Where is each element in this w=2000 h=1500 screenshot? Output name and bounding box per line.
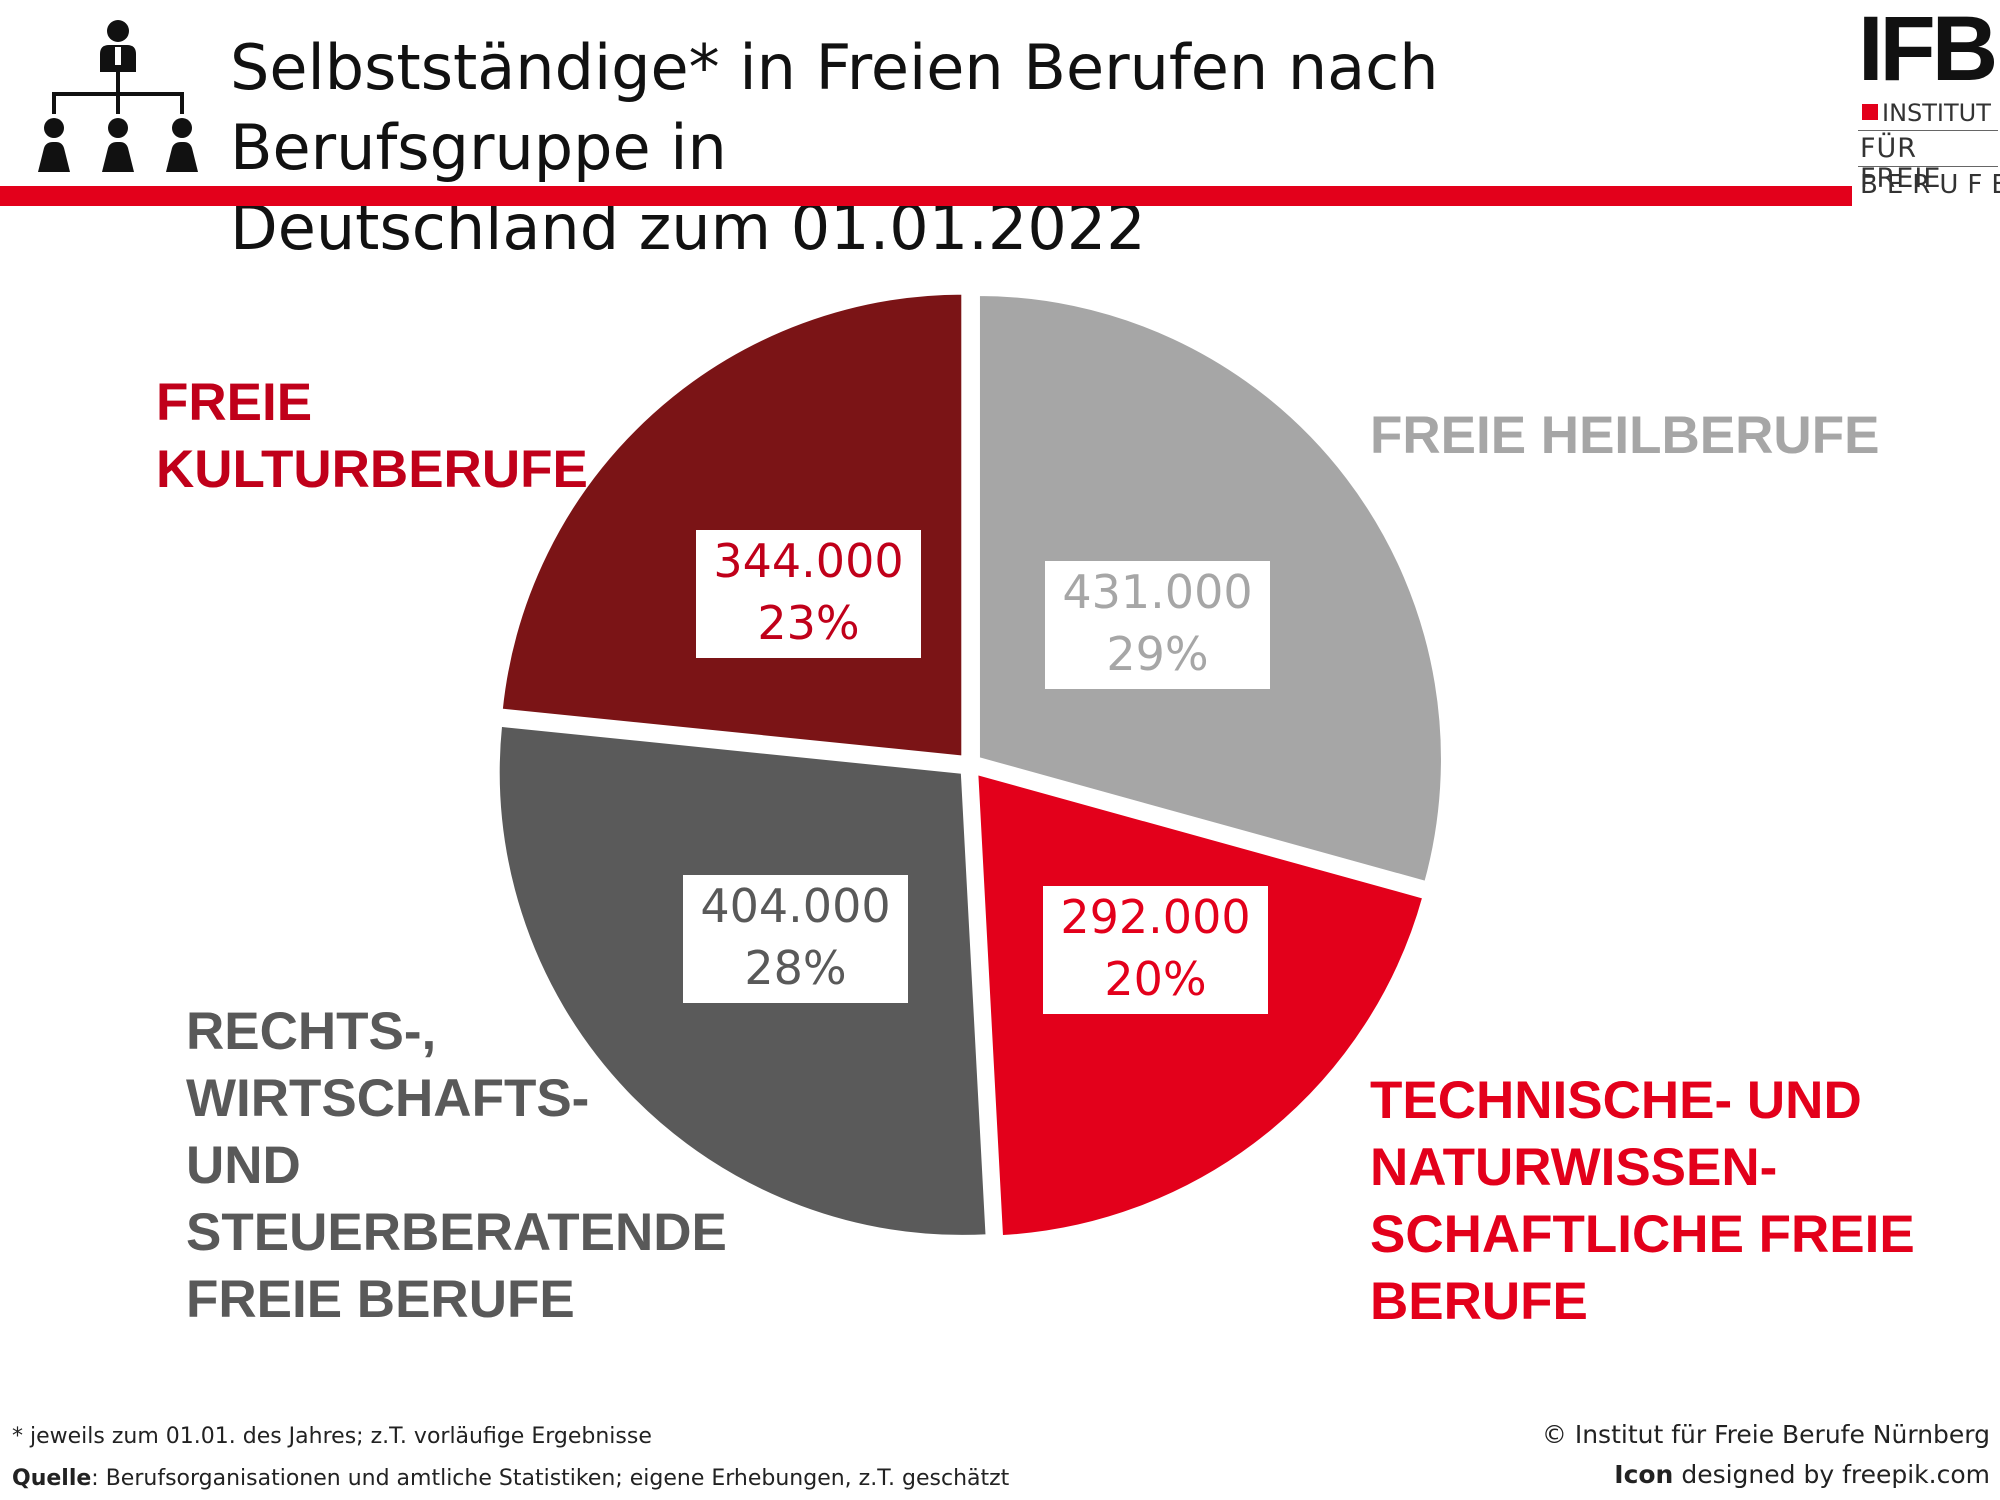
category-label-line: RECHTS-, bbox=[186, 1002, 437, 1061]
category-label-line: BERUFE bbox=[1370, 1272, 1588, 1331]
icon-credit-text: designed by freepik.com bbox=[1673, 1460, 1990, 1489]
logo-rule bbox=[1858, 166, 1998, 167]
category-label-line: SCHAFTLICHE FREIE bbox=[1370, 1205, 1915, 1264]
percent-label-heil: 29% bbox=[1106, 627, 1209, 681]
category-label-tech: TECHNISCHE- UND NATURWISSEN- SCHAFTLICHE… bbox=[1370, 1067, 1915, 1335]
pie-slice-kultur bbox=[498, 290, 966, 760]
category-label-line: FREIE bbox=[156, 373, 313, 432]
title-line-1: Selbstständige* in Freien Berufen nach B… bbox=[230, 31, 1439, 184]
org-chart-people-icon bbox=[36, 14, 201, 184]
ifb-logo: IFB INSTITUT FÜR FREIE BERUFE bbox=[1858, 0, 2000, 206]
category-label-heil: FREIE HEILBERUFE bbox=[1370, 402, 1879, 469]
value-label-heil: 431.000 bbox=[1062, 565, 1253, 619]
category-label-line: FREIE BERUFE bbox=[186, 1270, 575, 1329]
category-label-line: STEUERBERATENDE bbox=[186, 1203, 727, 1262]
source-note: Quelle: Berufsorganisationen und amtlich… bbox=[12, 1466, 1009, 1491]
icon-credit: Icon designed by freepik.com bbox=[1614, 1460, 1990, 1489]
category-label-line: WIRTSCHAFTS- bbox=[186, 1069, 590, 1128]
logo-rule bbox=[1858, 130, 1998, 131]
source-text: : Berufsorganisationen und amtliche Stat… bbox=[91, 1466, 1010, 1491]
value-box-kultur: 344.000 23% bbox=[696, 530, 921, 658]
value-label-recht: 404.000 bbox=[700, 879, 891, 933]
logo-line-fuer-freie: FÜR FREIE bbox=[1860, 133, 1942, 194]
copyright-note: © Institut für Freie Berufe Nürnberg bbox=[1541, 1420, 1990, 1449]
logo-line-institut: INSTITUT bbox=[1882, 99, 1991, 127]
icon-credit-bold: Icon bbox=[1614, 1460, 1674, 1489]
logo-mark: IFB bbox=[1858, 0, 1998, 100]
logo-line-berufe: BERUFE bbox=[1860, 170, 2000, 200]
category-label-line: KULTURBERUFE bbox=[156, 440, 588, 499]
percent-label-kultur: 23% bbox=[757, 596, 860, 650]
category-label-line: TECHNISCHE- UND bbox=[1370, 1071, 1862, 1130]
category-label-recht: RECHTS-, WIRTSCHAFTS- UND STEUERBERATEND… bbox=[186, 998, 727, 1333]
header-divider bbox=[0, 186, 1852, 206]
value-label-tech: 292.000 bbox=[1060, 890, 1251, 944]
source-label: Quelle bbox=[12, 1466, 92, 1491]
category-label-line: FREIE HEILBERUFE bbox=[1370, 406, 1880, 465]
category-label-line: UND bbox=[186, 1136, 301, 1195]
category-label-kultur: FREIE KULTURBERUFE bbox=[156, 369, 588, 503]
percent-label-recht: 28% bbox=[744, 941, 847, 995]
category-label-line: NATURWISSEN- bbox=[1370, 1138, 1778, 1197]
percent-label-tech: 20% bbox=[1104, 952, 1207, 1006]
value-box-tech: 292.000 20% bbox=[1043, 886, 1268, 1014]
value-label-kultur: 344.000 bbox=[713, 534, 904, 588]
value-box-recht: 404.000 28% bbox=[683, 875, 908, 1003]
value-box-heil: 431.000 29% bbox=[1045, 561, 1270, 689]
logo-red-square bbox=[1862, 104, 1878, 120]
footnote: * jeweils zum 01.01. des Jahres; z.T. vo… bbox=[12, 1424, 652, 1449]
